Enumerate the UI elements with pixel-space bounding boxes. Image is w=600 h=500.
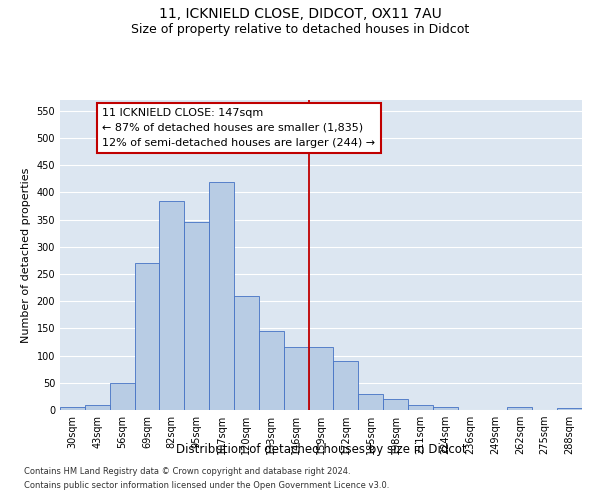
- Bar: [433, 408, 458, 410]
- Bar: [259, 331, 284, 410]
- Y-axis label: Number of detached properties: Number of detached properties: [21, 168, 31, 342]
- Bar: [284, 348, 308, 410]
- Bar: [508, 408, 532, 410]
- Bar: [134, 263, 160, 410]
- Text: Distribution of detached houses by size in Didcot: Distribution of detached houses by size …: [176, 442, 466, 456]
- Bar: [160, 200, 184, 410]
- Bar: [184, 222, 209, 410]
- Bar: [358, 394, 383, 410]
- Bar: [408, 404, 433, 410]
- Bar: [308, 348, 334, 410]
- Bar: [383, 399, 408, 410]
- Bar: [334, 361, 358, 410]
- Text: Size of property relative to detached houses in Didcot: Size of property relative to detached ho…: [131, 22, 469, 36]
- Text: 11 ICKNIELD CLOSE: 147sqm
← 87% of detached houses are smaller (1,835)
12% of se: 11 ICKNIELD CLOSE: 147sqm ← 87% of detac…: [102, 108, 376, 148]
- Bar: [557, 408, 582, 410]
- Bar: [85, 404, 110, 410]
- Bar: [110, 383, 134, 410]
- Text: Contains public sector information licensed under the Open Government Licence v3: Contains public sector information licen…: [24, 481, 389, 490]
- Bar: [60, 408, 85, 410]
- Bar: [234, 296, 259, 410]
- Text: 11, ICKNIELD CLOSE, DIDCOT, OX11 7AU: 11, ICKNIELD CLOSE, DIDCOT, OX11 7AU: [158, 8, 442, 22]
- Text: Contains HM Land Registry data © Crown copyright and database right 2024.: Contains HM Land Registry data © Crown c…: [24, 467, 350, 476]
- Bar: [209, 182, 234, 410]
